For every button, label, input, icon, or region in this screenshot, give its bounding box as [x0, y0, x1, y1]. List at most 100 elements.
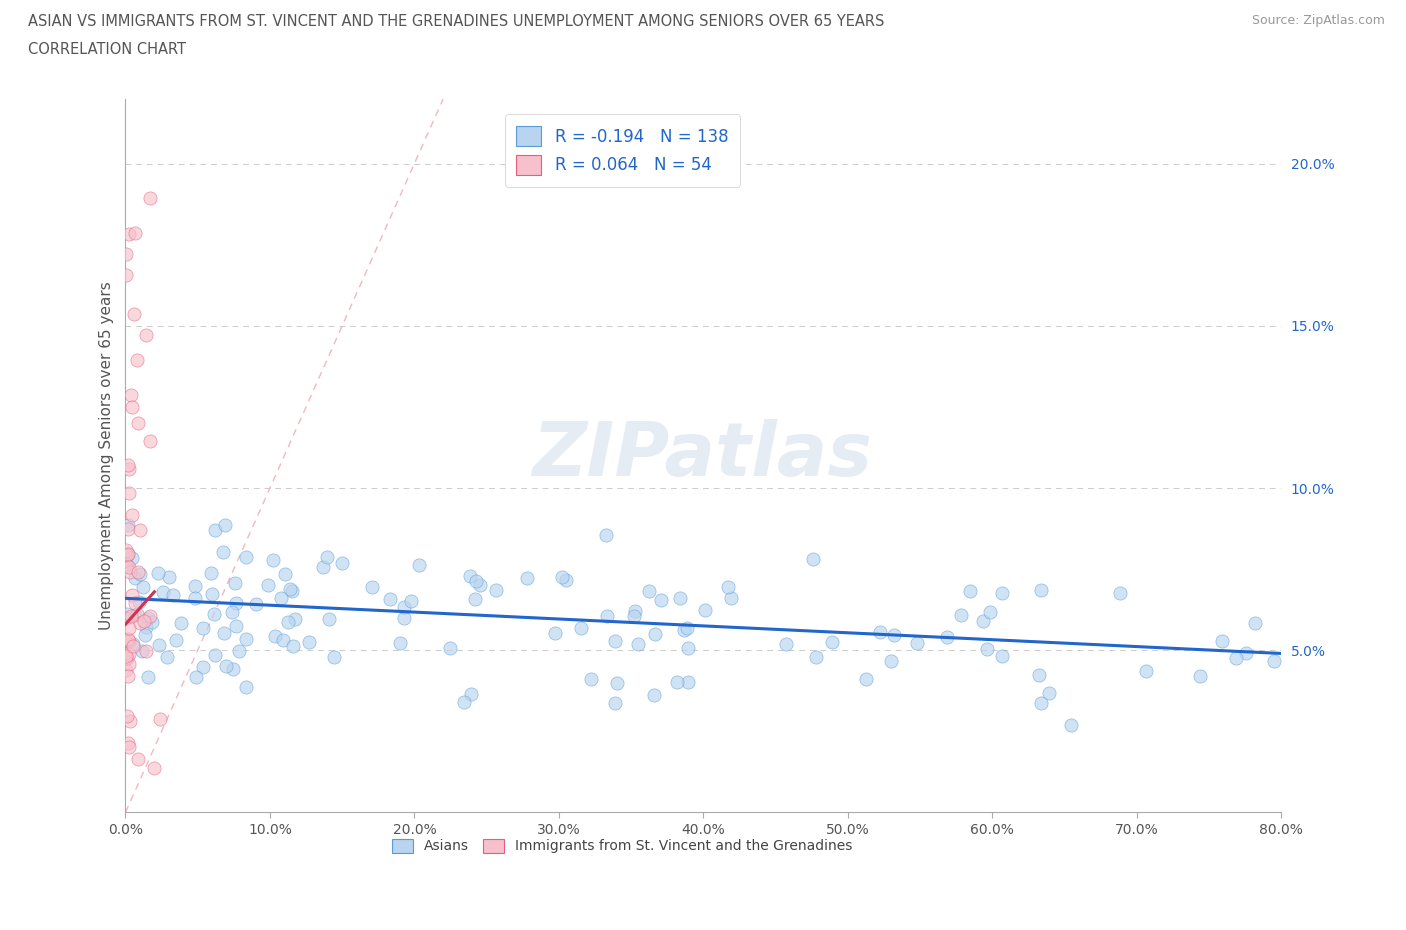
Point — [1028, 667, 1050, 682]
Point — [228, 644, 250, 658]
Point — [115, 606, 138, 621]
Point — [262, 552, 284, 567]
Point — [212, 545, 235, 560]
Point — [162, 588, 184, 603]
Point — [278, 581, 301, 596]
Point — [603, 696, 626, 711]
Point — [439, 641, 461, 656]
Point — [1135, 663, 1157, 678]
Point — [121, 508, 143, 523]
Point — [465, 574, 488, 589]
Text: Source: ZipAtlas.com: Source: ZipAtlas.com — [1251, 14, 1385, 27]
Point — [883, 628, 905, 643]
Point — [127, 352, 149, 367]
Point — [554, 572, 576, 587]
Point — [191, 620, 214, 635]
Point — [485, 582, 508, 597]
Point — [127, 751, 149, 766]
Point — [665, 675, 688, 690]
Point — [806, 649, 828, 664]
Point — [129, 567, 152, 582]
Point — [972, 613, 994, 628]
Point — [202, 606, 225, 621]
Point — [676, 674, 699, 689]
Point — [117, 458, 139, 472]
Point — [134, 628, 156, 643]
Point — [184, 579, 207, 594]
Point — [148, 638, 170, 653]
Point — [274, 566, 297, 581]
Point — [245, 597, 267, 612]
Point — [905, 635, 928, 650]
Point — [976, 642, 998, 657]
Point — [121, 588, 143, 603]
Point — [1038, 686, 1060, 701]
Point — [1234, 645, 1257, 660]
Point — [118, 621, 141, 636]
Point — [264, 629, 287, 644]
Point — [135, 327, 157, 342]
Point — [114, 663, 136, 678]
Point — [644, 627, 666, 642]
Point — [392, 610, 415, 625]
Point — [1211, 633, 1233, 648]
Point — [281, 639, 304, 654]
Point — [221, 604, 243, 619]
Text: CORRELATION CHART: CORRELATION CHART — [28, 42, 186, 57]
Point — [399, 593, 422, 608]
Point — [115, 611, 138, 626]
Point — [121, 551, 143, 565]
Point — [117, 547, 139, 562]
Point — [115, 542, 138, 557]
Point — [117, 517, 139, 532]
Point — [1225, 650, 1247, 665]
Point — [222, 662, 245, 677]
Point — [121, 399, 143, 414]
Point — [115, 547, 138, 562]
Point — [935, 630, 957, 644]
Point — [138, 670, 160, 684]
Point — [124, 608, 146, 623]
Point — [165, 632, 187, 647]
Point — [668, 591, 690, 605]
Point — [118, 226, 141, 241]
Point — [118, 713, 141, 728]
Point — [136, 610, 159, 625]
Point — [132, 614, 155, 629]
Point — [129, 523, 152, 538]
Point — [378, 591, 401, 606]
Point — [204, 648, 226, 663]
Point — [224, 576, 246, 591]
Point — [156, 649, 179, 664]
Point — [125, 606, 148, 621]
Point — [201, 586, 224, 601]
Point — [118, 565, 141, 579]
Point — [595, 527, 617, 542]
Point — [991, 586, 1014, 601]
Point — [115, 247, 138, 262]
Point — [115, 650, 138, 665]
Point — [821, 635, 844, 650]
Point — [128, 616, 150, 631]
Point — [1029, 696, 1052, 711]
Point — [880, 654, 903, 669]
Point — [204, 523, 226, 538]
Point — [720, 591, 742, 605]
Point — [117, 558, 139, 573]
Point — [569, 620, 592, 635]
Point — [114, 648, 136, 663]
Point — [1060, 718, 1083, 733]
Point — [623, 608, 645, 623]
Point — [124, 595, 146, 610]
Point — [1029, 582, 1052, 597]
Text: ZIPatlas: ZIPatlas — [533, 419, 873, 492]
Point — [650, 592, 672, 607]
Point — [124, 226, 146, 241]
Point — [184, 591, 207, 605]
Y-axis label: Unemployment Among Seniors over 65 years: Unemployment Among Seniors over 65 years — [100, 281, 114, 630]
Legend: Asians, Immigrants from St. Vincent and the Grenadines: Asians, Immigrants from St. Vincent and … — [387, 833, 858, 859]
Point — [117, 521, 139, 536]
Point — [128, 595, 150, 610]
Point — [678, 641, 700, 656]
Point — [270, 591, 292, 605]
